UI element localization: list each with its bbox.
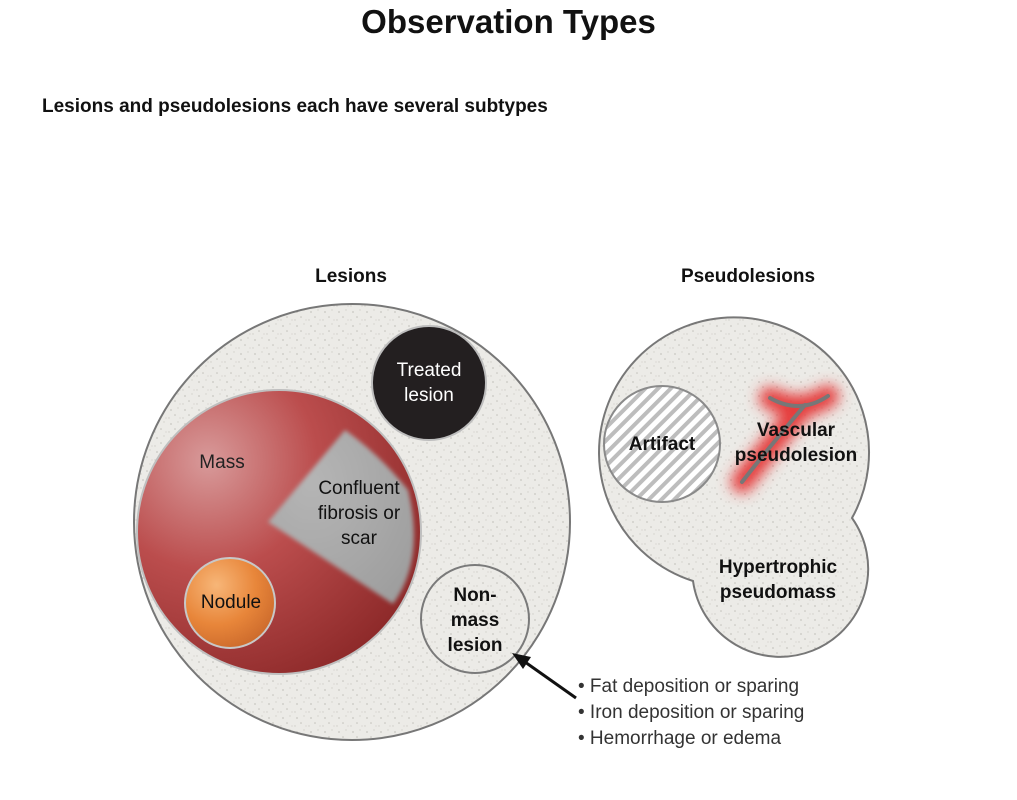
- confluent-fibrosis-wedge: [268, 430, 414, 604]
- lesions-heading: Lesions: [315, 266, 387, 287]
- nonmass-example-item: • Iron deposition or sparing: [578, 702, 805, 723]
- nonmass-label-line2: mass: [450, 610, 500, 631]
- nonmass-examples-list: • Fat deposition or sparing • Iron depos…: [578, 674, 804, 752]
- treated-lesion-label-line2: lesion: [404, 385, 454, 406]
- hypertrophic-label-line1: Hypertrophic: [718, 557, 838, 578]
- nonmass-arrow-head: [512, 653, 531, 669]
- vascular-vessel-lines: [740, 394, 830, 484]
- nonmass-label-line3: lesion: [447, 635, 503, 656]
- nonmass-arrow-shaft: [524, 660, 577, 700]
- mass-label: Mass: [199, 452, 245, 473]
- artifact-label: Artifact: [628, 434, 696, 455]
- confluent-label-line3: scar: [341, 528, 377, 549]
- nonmass-label-line1: Non-: [453, 585, 497, 606]
- page-title: Observation Types: [361, 3, 656, 40]
- artifact-circle: [603, 385, 721, 503]
- nonmass-lesion-label: Non- mass lesion: [425, 583, 525, 658]
- confluent-label-line1: Confluent: [318, 478, 400, 499]
- nonmass-example-item: • Hemorrhage or edema: [578, 728, 782, 749]
- pseudolesions-heading: Pseudolesions: [680, 266, 816, 287]
- confluent-label-line2: fibrosis or: [317, 503, 401, 524]
- vascular-label-line1: Vascular: [756, 420, 836, 441]
- nodule-label: Nodule: [200, 592, 262, 613]
- confluent-fibrosis-label: Confluent fibrosis or scar: [299, 476, 419, 551]
- vascular-label-line2: pseudolesion: [734, 445, 858, 466]
- treated-lesion-circle: [371, 325, 487, 441]
- vascular-pseudolesion-label: Vascular pseudolesion: [724, 418, 868, 468]
- hypertrophic-label-line2: pseudomass: [719, 582, 837, 603]
- treated-lesion-label: Treated lesion: [369, 358, 489, 408]
- nonmass-example-item: • Fat deposition or sparing: [578, 676, 800, 697]
- nodule-circle: [184, 557, 276, 649]
- hypertrophic-pseudomass-label: Hypertrophic pseudomass: [700, 555, 856, 605]
- nonmass-lesion-circle: [420, 564, 530, 674]
- treated-lesion-label-line1: Treated: [396, 360, 462, 381]
- page-subtitle: Lesions and pseudolesions each have seve…: [42, 96, 548, 117]
